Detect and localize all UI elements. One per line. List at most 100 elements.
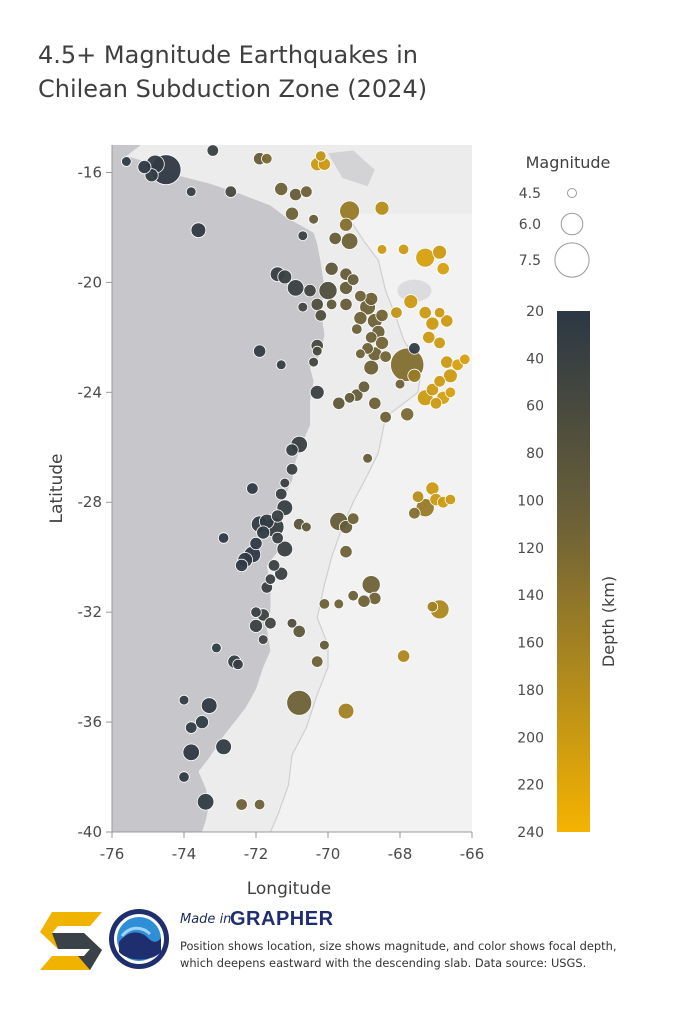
earthquake-point bbox=[275, 359, 287, 371]
size-legend-circle bbox=[554, 242, 590, 278]
earthquake-point bbox=[376, 244, 388, 255]
footer: Made in GRAPHER Position shows location,… bbox=[40, 906, 660, 986]
earthquake-point bbox=[301, 521, 312, 533]
earthquake-point bbox=[248, 618, 263, 633]
earthquake-point bbox=[351, 323, 363, 335]
earthquake-point bbox=[361, 575, 381, 595]
earthquake-point bbox=[297, 230, 309, 242]
earthquake-point bbox=[343, 392, 356, 404]
earthquake-point bbox=[211, 642, 222, 654]
earthquake-point bbox=[324, 261, 339, 276]
grapher-logo bbox=[109, 909, 169, 969]
earthquake-point bbox=[328, 231, 342, 245]
earthquake-point bbox=[338, 217, 353, 232]
colorbar-tick-label: 220 bbox=[517, 778, 544, 794]
earthquake-point bbox=[300, 185, 313, 198]
earthquake-point bbox=[337, 702, 355, 720]
earthquake-point bbox=[121, 156, 132, 167]
earthquake-point bbox=[411, 490, 425, 503]
earthquake-point bbox=[357, 594, 371, 608]
earthquake-point bbox=[261, 152, 273, 165]
earthquake-point bbox=[347, 590, 359, 602]
map-background bbox=[112, 145, 472, 832]
size-legend-label: 6.0 bbox=[519, 217, 541, 233]
earthquake-point bbox=[429, 397, 443, 410]
earthquake-point bbox=[182, 743, 200, 762]
earthquake-point bbox=[415, 247, 436, 268]
earthquake-points bbox=[121, 145, 471, 811]
earthquake-point bbox=[365, 331, 378, 344]
colorbar-tick-label: 240 bbox=[517, 825, 544, 841]
earthquake-point bbox=[253, 344, 267, 358]
earthquake-point bbox=[137, 159, 152, 174]
earthquake-point bbox=[253, 798, 266, 811]
earthquake-point bbox=[215, 738, 232, 756]
earthquake-point bbox=[274, 566, 289, 581]
earthquake-point bbox=[318, 281, 338, 301]
earthquake-point bbox=[353, 311, 368, 326]
earthquake-point bbox=[442, 368, 458, 384]
earthquake-point bbox=[440, 355, 454, 369]
earthquake-point bbox=[338, 280, 353, 295]
earthquake-point bbox=[224, 185, 238, 198]
earthquake-point bbox=[178, 694, 190, 706]
colorbar-tick-label: 80 bbox=[526, 446, 544, 462]
size-legend-title: Magnitude bbox=[526, 153, 611, 172]
earthquake-point bbox=[325, 298, 338, 311]
earthquake-point bbox=[407, 368, 422, 383]
earthquake-point bbox=[368, 396, 382, 410]
earthquake-point bbox=[235, 798, 248, 811]
earthquake-point bbox=[433, 306, 446, 319]
earthquake-point bbox=[275, 487, 288, 501]
y-tick-label: -24 bbox=[78, 383, 103, 401]
earthquake-point bbox=[339, 545, 353, 559]
earthquake-point bbox=[333, 598, 345, 610]
y-tick-label: -20 bbox=[78, 273, 103, 291]
colorbar-tick-label: 20 bbox=[526, 304, 544, 320]
earthquake-point bbox=[264, 573, 277, 585]
earthquake-point bbox=[279, 477, 291, 489]
earthquake-point bbox=[256, 525, 271, 540]
earthquake-point bbox=[200, 697, 218, 714]
earthquake-point bbox=[297, 301, 309, 313]
made-in-label: Made in bbox=[180, 912, 232, 927]
earthquake-point bbox=[403, 294, 419, 310]
earthquake-point bbox=[196, 793, 215, 811]
caption: Position shows location, size shows magn… bbox=[180, 939, 617, 970]
x-tick-label: -70 bbox=[316, 845, 341, 863]
y-tick-label: -32 bbox=[78, 603, 103, 621]
earthquake-point bbox=[338, 520, 353, 535]
earthquake-point bbox=[340, 232, 359, 250]
earthquake-point bbox=[394, 378, 406, 390]
earthquake-point bbox=[308, 356, 319, 368]
colorbar-tick-label: 40 bbox=[526, 351, 544, 367]
earthquake-point bbox=[292, 624, 306, 639]
earthquake-point bbox=[426, 601, 439, 613]
earthquake-point bbox=[311, 345, 323, 357]
earthquake-point bbox=[286, 689, 313, 716]
y-tick-label: -36 bbox=[78, 713, 103, 731]
earthquake-point bbox=[232, 658, 244, 671]
earthquake-point bbox=[444, 493, 457, 506]
colorbar-tick-label: 100 bbox=[517, 493, 544, 509]
earthquake-point bbox=[368, 591, 382, 606]
earthquake-point bbox=[235, 558, 249, 573]
earthquake-point bbox=[433, 375, 446, 388]
earthquake-point bbox=[396, 649, 411, 663]
earthquake-point bbox=[319, 639, 330, 651]
colorbar-title: Depth (km) bbox=[599, 576, 618, 667]
earthquake-point bbox=[285, 443, 299, 457]
earthquake-point bbox=[432, 244, 448, 260]
earthquake-point bbox=[390, 306, 403, 319]
colorbar-tick-label: 200 bbox=[517, 730, 544, 746]
earthquake-point bbox=[264, 617, 277, 630]
earthquake-point bbox=[274, 181, 289, 196]
earthquake-point bbox=[318, 598, 331, 610]
earthquake-point bbox=[185, 186, 197, 198]
earthquake-point bbox=[339, 297, 353, 311]
earthquake-point bbox=[270, 509, 285, 523]
earthquake-point bbox=[271, 531, 284, 545]
x-tick-label: -72 bbox=[244, 845, 269, 863]
earthquake-point bbox=[379, 350, 392, 363]
earthquake-point bbox=[408, 507, 421, 520]
